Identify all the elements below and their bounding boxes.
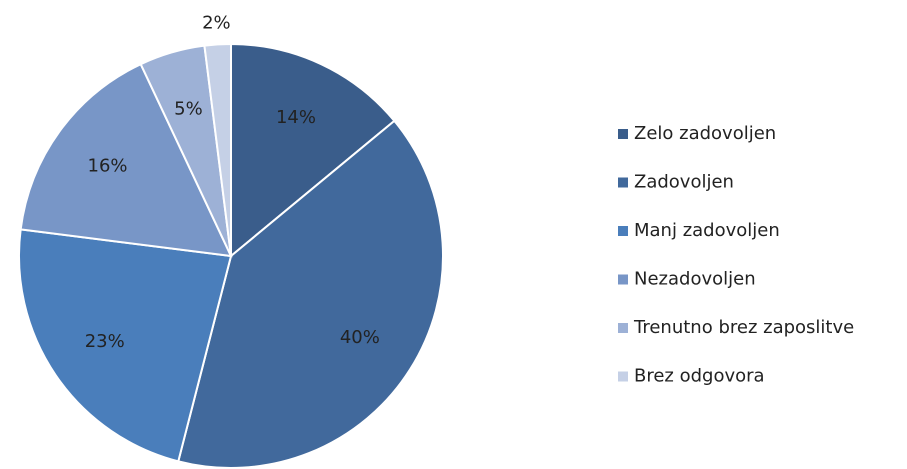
legend-label: Trenutno brez zaposlitve bbox=[633, 317, 854, 338]
slice-label: 40% bbox=[340, 327, 380, 348]
slice-label: 16% bbox=[88, 155, 128, 176]
legend-label: Zelo zadovoljen bbox=[634, 123, 776, 144]
pie-slice bbox=[18, 228, 233, 463]
legend-label: Brez odgovora bbox=[634, 366, 765, 387]
pie-slice bbox=[177, 119, 444, 469]
legend-label: Nezadovoljen bbox=[634, 269, 756, 290]
pie-slice bbox=[19, 62, 233, 258]
legend-swatch bbox=[618, 226, 628, 236]
slice-label: 2% bbox=[202, 12, 231, 33]
pie-slice bbox=[203, 42, 232, 257]
slice-label: 5% bbox=[174, 98, 203, 119]
legend-label: Zadovoljen bbox=[634, 172, 734, 193]
legend-swatch bbox=[618, 323, 628, 333]
legend-swatch bbox=[618, 129, 628, 139]
slice-label: 14% bbox=[276, 107, 316, 128]
pie-slice bbox=[230, 42, 396, 259]
legend-swatch bbox=[618, 177, 628, 188]
legend-label: Manj zadovoljen bbox=[634, 220, 780, 241]
legend-swatch bbox=[618, 274, 628, 285]
slice-label: 23% bbox=[85, 331, 125, 352]
legend-swatch bbox=[618, 371, 628, 382]
